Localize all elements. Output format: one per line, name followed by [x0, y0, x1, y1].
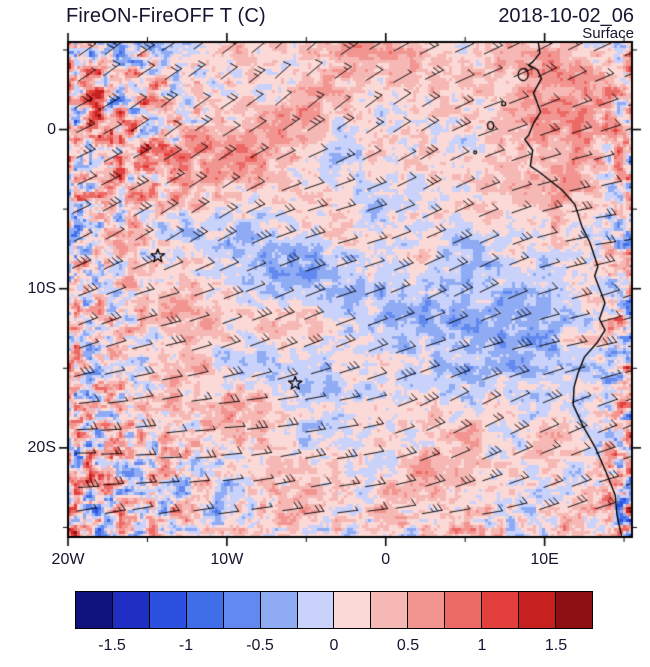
y-tick-label: 10S [27, 279, 56, 297]
colorbar-cell [112, 592, 150, 628]
colorbar-tick-label: 1.5 [544, 637, 568, 654]
colorbar-cell [334, 592, 372, 628]
x-tick-label: 20W [51, 551, 85, 568]
colorbar-tick-label: 0.5 [396, 637, 420, 654]
colorbar-cell [186, 592, 224, 628]
colorbar-tick-label: -1 [178, 637, 194, 654]
plot-title: FireON-FireOFF T (C) [66, 5, 266, 27]
colorbar-cell [555, 592, 592, 628]
colorbar-tick-label: -0.5 [246, 637, 274, 654]
colorbar-cell [482, 592, 520, 628]
colorbar-cell [371, 592, 409, 628]
colorbar-cell [223, 592, 261, 628]
colorbar-tick-label: 0 [329, 637, 339, 654]
x-tick-label: 0 [381, 551, 391, 568]
y-tick-label: 20S [27, 438, 56, 456]
y-tick-label: 0 [47, 120, 56, 138]
colorbar-cell [445, 592, 483, 628]
plot-datetime: 2018-10-02_06 [498, 5, 634, 27]
colorbar-cell [149, 592, 187, 628]
x-tick-label: 10W [210, 551, 244, 568]
colorbar [75, 591, 593, 629]
colorbar-cell [519, 592, 556, 628]
colorbar-tick-label: -1.5 [98, 637, 126, 654]
colorbar-cell [297, 592, 335, 628]
colorbar-cell [76, 592, 113, 628]
colorbar-cell [260, 592, 298, 628]
level-label: Surface [582, 25, 634, 42]
colorbar-cell [408, 592, 446, 628]
x-tick-label: 10E [530, 551, 559, 568]
colorbar-tick-label: 1 [477, 637, 487, 654]
